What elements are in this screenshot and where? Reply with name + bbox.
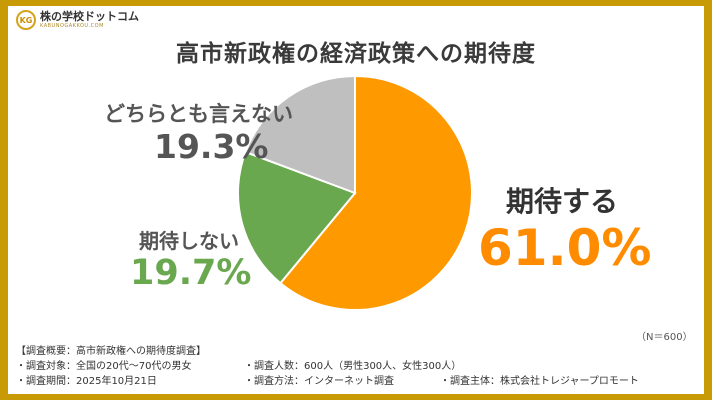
logo-mark-icon: KG — [16, 10, 36, 30]
chart-title: 高市新政権の経済政策への期待度 — [176, 41, 536, 67]
slice-label-neither: どちらとも言えない — [104, 102, 293, 126]
footer-method: ・調査方法：インターネット調査 — [244, 376, 394, 387]
content-card: KG 株の学校ドットコム KABUNOGAKKOU.COM 高市新政権の経済政策… — [8, 6, 704, 394]
slice-label-expect: 期待する — [506, 185, 619, 218]
slice-label-dont-expect: 期待しない — [139, 229, 239, 253]
sample-size-note: （N＝600） — [636, 332, 693, 343]
slice-value-dont-expect: 19.7% — [130, 253, 252, 293]
footer-row: ・調査対象：全国の20代～70代の男女 ・調査人数：600人（男性300人、女性… — [16, 359, 702, 374]
slice-value-expect: 61.0% — [478, 219, 652, 277]
brand-logo[interactable]: KG 株の学校ドットコム KABUNOGAKKOU.COM — [16, 10, 139, 30]
footer-period: ・調査期間：2025年10月21日 — [16, 376, 157, 387]
pie-slice-expect — [279, 74, 473, 311]
logo-subtext: KABUNOGAKKOU.COM — [40, 23, 104, 29]
pie-slice-dont-expect — [237, 150, 357, 285]
survey-footer: 【調査概要：高市新政権への期待度調査】 ・調査対象：全国の20代～70代の男女 … — [16, 344, 702, 389]
pie-slice-neither — [244, 74, 356, 195]
footer-target: ・調査対象：全国の20代～70代の男女 — [16, 361, 192, 372]
footer-organizer: ・調査主体：株式会社トレジャープロモート — [440, 376, 639, 387]
slice-value-neither: 19.3% — [154, 127, 269, 166]
footer-heading: 【調査概要：高市新政権への期待度調査】 — [16, 346, 206, 357]
logo-name: 株の学校ドットコム — [40, 10, 139, 23]
pie-chart — [237, 74, 473, 311]
footer-row: ・調査期間：2025年10月21日 ・調査方法：インターネット調査 ・調査主体：… — [16, 374, 702, 389]
logo-text: 株の学校ドットコム KABUNOGAKKOU.COM — [40, 10, 139, 30]
footer-count: ・調査人数：600人（男性300人、女性300人） — [244, 361, 462, 372]
